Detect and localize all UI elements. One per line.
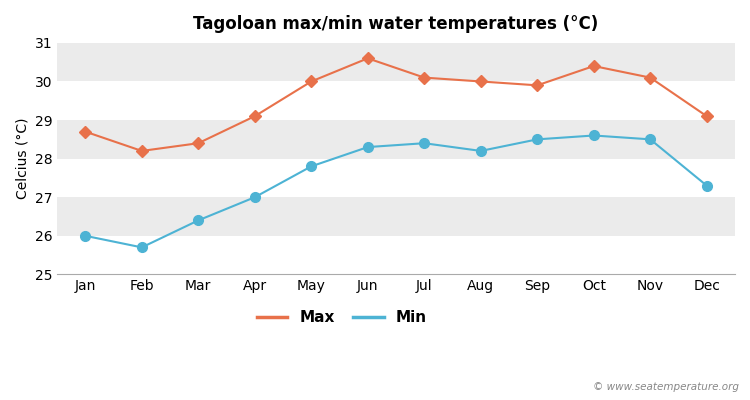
Max [420, 75, 429, 80]
Min [420, 141, 429, 146]
Min [194, 218, 202, 223]
Max [590, 64, 598, 68]
Min [137, 245, 146, 250]
Bar [57, 159, 735, 197]
Y-axis label: Celcius (°C): Celcius (°C) [15, 118, 29, 199]
Bar [57, 82, 735, 120]
Bar [57, 43, 735, 82]
Min [590, 133, 598, 138]
Title: Tagoloan max/min water temperatures (°C): Tagoloan max/min water temperatures (°C) [194, 15, 598, 33]
Min [307, 164, 316, 169]
Max [307, 79, 316, 84]
Min [476, 148, 485, 153]
Min [646, 137, 655, 142]
Min [363, 145, 372, 150]
Max [702, 114, 711, 119]
Max [251, 114, 260, 119]
Min [532, 137, 542, 142]
Max [646, 75, 655, 80]
Bar [57, 197, 735, 236]
Max [137, 148, 146, 153]
Legend: Max, Min: Max, Min [251, 304, 433, 332]
Bar [57, 120, 735, 159]
Max [532, 83, 542, 88]
Bar [57, 236, 735, 274]
Min [251, 195, 260, 200]
Text: © www.seatemperature.org: © www.seatemperature.org [592, 382, 739, 392]
Max [476, 79, 485, 84]
Max [81, 129, 90, 134]
Line: Max: Max [81, 54, 711, 155]
Max [194, 141, 202, 146]
Min [702, 183, 711, 188]
Min [81, 234, 90, 238]
Max [363, 56, 372, 61]
Line: Min: Min [80, 131, 712, 252]
